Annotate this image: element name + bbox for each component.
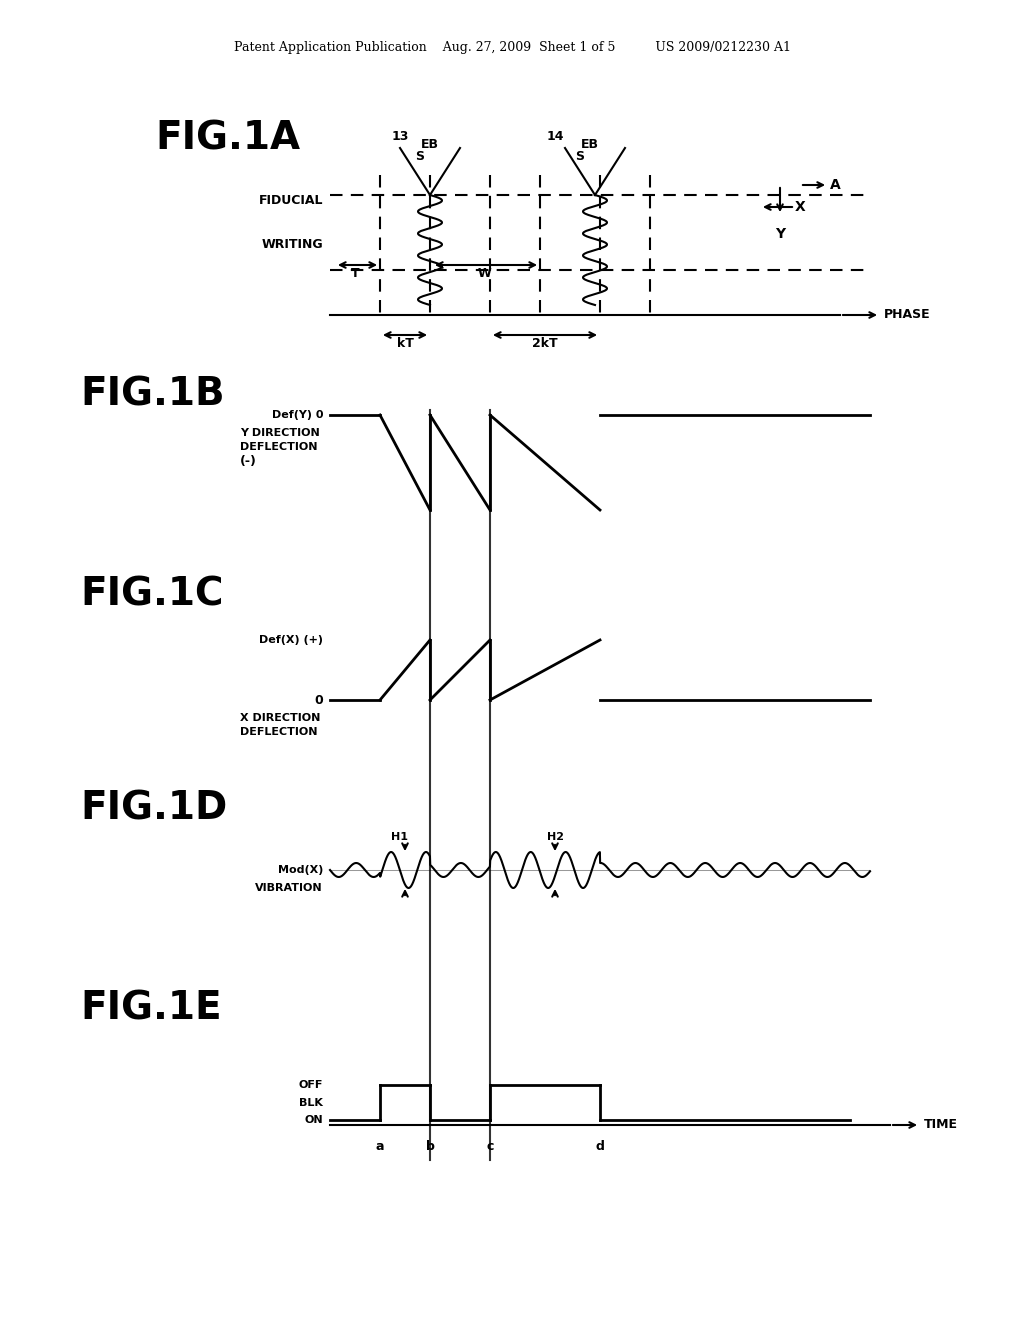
- Text: c: c: [486, 1140, 494, 1152]
- Text: Mod(X): Mod(X): [278, 865, 323, 875]
- Text: Def(Y) 0: Def(Y) 0: [271, 411, 323, 420]
- Text: PHASE: PHASE: [884, 309, 931, 322]
- Text: FIG.1C: FIG.1C: [80, 576, 223, 612]
- Text: FIG.1D: FIG.1D: [80, 789, 227, 828]
- Text: 14: 14: [546, 129, 564, 143]
- Text: 2kT: 2kT: [532, 337, 558, 350]
- Text: VIBRATION: VIBRATION: [255, 883, 323, 894]
- Text: Def(X) (+): Def(X) (+): [259, 635, 323, 645]
- Text: Y: Y: [775, 227, 785, 242]
- Text: FIG.1E: FIG.1E: [80, 990, 221, 1028]
- Text: a: a: [376, 1140, 384, 1152]
- Text: DEFLECTION: DEFLECTION: [240, 442, 317, 451]
- Text: Patent Application Publication    Aug. 27, 2009  Sheet 1 of 5          US 2009/0: Patent Application Publication Aug. 27, …: [233, 41, 791, 54]
- Text: A: A: [830, 178, 841, 191]
- Text: b: b: [426, 1140, 434, 1152]
- Text: FIG.1A: FIG.1A: [155, 120, 300, 158]
- Text: 0: 0: [314, 693, 323, 706]
- Text: X DIRECTION: X DIRECTION: [240, 713, 321, 723]
- Text: FIDUCIAL: FIDUCIAL: [258, 194, 323, 206]
- Text: X: X: [795, 201, 806, 214]
- Text: OFF: OFF: [299, 1080, 323, 1090]
- Text: H1: H1: [391, 832, 409, 842]
- Text: H2: H2: [547, 832, 563, 842]
- Text: EB: EB: [421, 139, 439, 150]
- Text: Y DIRECTION: Y DIRECTION: [240, 428, 319, 438]
- Text: W: W: [478, 267, 492, 280]
- Text: kT: kT: [396, 337, 414, 350]
- Text: S: S: [575, 150, 585, 162]
- Text: FIG.1B: FIG.1B: [80, 375, 224, 413]
- Text: ON: ON: [304, 1115, 323, 1125]
- Text: WRITING: WRITING: [261, 239, 323, 252]
- Text: BLK: BLK: [299, 1097, 323, 1107]
- Text: 13: 13: [391, 129, 409, 143]
- Text: (-): (-): [240, 454, 257, 467]
- Text: TIME: TIME: [924, 1118, 958, 1131]
- Text: DEFLECTION: DEFLECTION: [240, 727, 317, 737]
- Text: T: T: [350, 267, 359, 280]
- Text: EB: EB: [581, 139, 599, 150]
- Text: S: S: [416, 150, 425, 162]
- Text: d: d: [596, 1140, 604, 1152]
